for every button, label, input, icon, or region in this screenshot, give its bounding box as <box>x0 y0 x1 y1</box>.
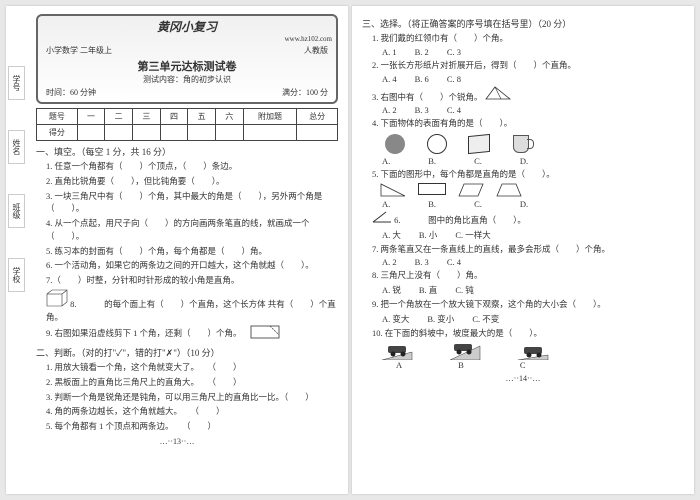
angle-q6-icon <box>372 215 392 225</box>
q1-3: 3. 一块三角尺中有（ ）个角，其中最大的角是（ ），另外两个角是（ ）。 <box>46 190 338 216</box>
sidetab-xingming: 姓名 <box>8 130 25 164</box>
q2-3: 3. 判断一个角是锐角还是钝角，可以用三角尺上的直角比一比。（ ） <box>46 391 338 404</box>
q3-6-opts: A. 大B. 小C. 一样大 <box>382 229 684 241</box>
page-left: 学号 姓名 班级 学校 黄冈小复习 www.hz102.com 小学数学 二年级… <box>6 6 348 494</box>
q3-5: 5. 下面的图形中，每个角都是直角的是（ ）。 <box>372 168 684 181</box>
banner-title: 黄冈小复习 <box>42 18 332 35</box>
q2-4: 4. 角的两条边越长，这个角就越大。 （ ） <box>46 405 338 418</box>
section-3-title: 三、选择。（将正确答案的序号填在括号里）（20 分） <box>362 17 684 30</box>
q1-6: 6. 一个活动角，如果它的两条边之间的开口越大，这个角就越（ ）。 <box>46 259 338 272</box>
q1-4: 4. 从一个点起，用尺子向（ ）的方向画两条笔直的线，就画成一个（ ）。 <box>46 217 338 243</box>
q3-10-cars <box>382 342 684 360</box>
sidetab-xuehao: 学号 <box>8 66 25 100</box>
q3-9: 9. 把一个角放在一个放大镜下观察，这个角的大小会（ ）。 <box>372 298 684 311</box>
sidetab-banji: 班级 <box>8 194 25 228</box>
header-box: 黄冈小复习 www.hz102.com 小学数学 二年级上 人教版 第三单元达标… <box>36 14 338 104</box>
q3-10: 10. 在下面的斜坡中，坡度最大的是（ ）。 <box>372 327 684 340</box>
q1-2: 2. 直角比锐角要（ ），但比钝角要（ ）。 <box>46 175 338 188</box>
section-1-title: 一、填空。（每空 1 分，共 16 分） <box>36 145 338 158</box>
paper-title: 第三单元达标测试卷 <box>42 58 332 74</box>
q3-9-opts: A. 变大B. 变小C. 不变 <box>382 313 684 325</box>
q3-4: 4. 下面物体的表面有角的是（ ）。 <box>372 117 684 130</box>
pagenum-right: …··14··… <box>362 374 684 383</box>
page-right: 三、选择。（将正确答案的序号填在括号里）（20 分） 1. 我们戴的红领巾有（ … <box>352 6 694 494</box>
score-col-8: 总分 <box>297 109 338 125</box>
q1-9: 9. 右图如果沿虚线剪下 1 个角，还剩（ ）个角。 <box>46 325 338 343</box>
q3-7: 7. 两条笔直又在一条直线上的直线，最多会形成（ ）个角。 <box>372 243 684 256</box>
banner-url: www.hz102.com <box>42 35 332 43</box>
shape-a-icon <box>380 183 406 197</box>
shape-b-icon <box>418 183 446 195</box>
score-row-label: 得分 <box>37 125 78 141</box>
rect-dashed-icon <box>250 325 280 343</box>
shape-d-icon <box>496 183 522 199</box>
car-b-icon <box>450 342 488 360</box>
grade-label: 小学数学 二年级上 <box>46 45 112 56</box>
ball-icon <box>380 132 410 156</box>
q3-7-opts: A. 2B. 3C. 4 <box>382 257 684 267</box>
score-col-6: 六 <box>215 109 243 125</box>
sidebar-tabs: 学号 姓名 班级 学校 <box>8 66 26 322</box>
score-col-0: 题号 <box>37 109 78 125</box>
q1-7: 7.（ ）时整，分针和时针形成的较小角是直角。 <box>46 274 338 287</box>
triangle-q3-icon <box>485 86 511 100</box>
q1-5: 5. 练习本的封面有（ ）个角，每个角都是（ ）角。 <box>46 245 338 258</box>
edition-label: 人教版 <box>304 45 328 56</box>
q3-2: 2. 一张长方形纸片对折展开后，得到（ ）个直角。 <box>372 59 684 72</box>
q3-2-opts: A. 4B. 6C. 8 <box>382 74 684 84</box>
time-label: 时间：60 分钟 <box>46 87 96 98</box>
q3-3: 3. 右图中有（ ）个锐角。 <box>372 86 684 104</box>
score-col-4: 四 <box>160 109 188 125</box>
q3-5-opts: A.B.C.D. <box>382 199 684 209</box>
q3-8-opts: A. 锐B. 直C. 钝 <box>382 284 684 296</box>
score-col-7: 附加题 <box>243 109 297 125</box>
q3-10-opts: ABC <box>396 360 684 370</box>
shape-c-icon <box>458 183 484 199</box>
q1-8: 8. 的每个面上有（ ）个直角，这个长方体 共有（ ）个直角。 <box>46 289 338 324</box>
section-2-title: 二、判断。（对的打"✓"，错的打"✗"）（10 分） <box>36 346 338 359</box>
car-a-icon <box>382 342 420 360</box>
cup-icon <box>506 132 536 156</box>
q3-1: 1. 我们戴的红领巾有（ ）个角。 <box>372 32 684 45</box>
pagenum-left: …··13··… <box>16 437 338 446</box>
paper-subtitle: 测试内容：角的初步认识 <box>42 74 332 85</box>
sidetab-xuexiao: 学校 <box>8 258 25 292</box>
score-col-1: 一 <box>77 109 105 125</box>
q3-1-opts: A. 1B. 2C. 3 <box>382 47 684 57</box>
q2-2: 2. 黑板面上的直角比三角尺上的直角大。 （ ） <box>46 376 338 389</box>
score-table: 题号 一 二 三 四 五 六 附加题 总分 得分 <box>36 108 338 141</box>
score-col-2: 二 <box>105 109 133 125</box>
q2-5: 5. 每个角都有 1 个顶点和两条边。 （ ） <box>46 420 338 433</box>
score-col-5: 五 <box>188 109 216 125</box>
q3-5-shapes <box>380 183 684 199</box>
q1-1: 1. 任意一个角都有（ ）个顶点，（ ）条边。 <box>46 160 338 173</box>
q3-3-opts: A. 2B. 3C. 4 <box>382 105 684 115</box>
q2-1: 1. 用放大镜看一个角，这个角就变大了。 （ ） <box>46 361 338 374</box>
car-c-icon <box>518 342 556 360</box>
book-icon <box>464 132 494 156</box>
q3-4-icons <box>380 132 684 156</box>
q3-4-opts: A.B.C.D. <box>382 156 684 166</box>
cuboid-icon <box>46 289 68 307</box>
fullscore-label: 满分：100 分 <box>282 87 328 98</box>
q3-6: 6. 图中的角比直角（ ）。 <box>372 211 684 227</box>
q3-8: 8. 三角尺上没有（ ）角。 <box>372 269 684 282</box>
clock-icon <box>422 132 452 156</box>
score-col-3: 三 <box>132 109 160 125</box>
